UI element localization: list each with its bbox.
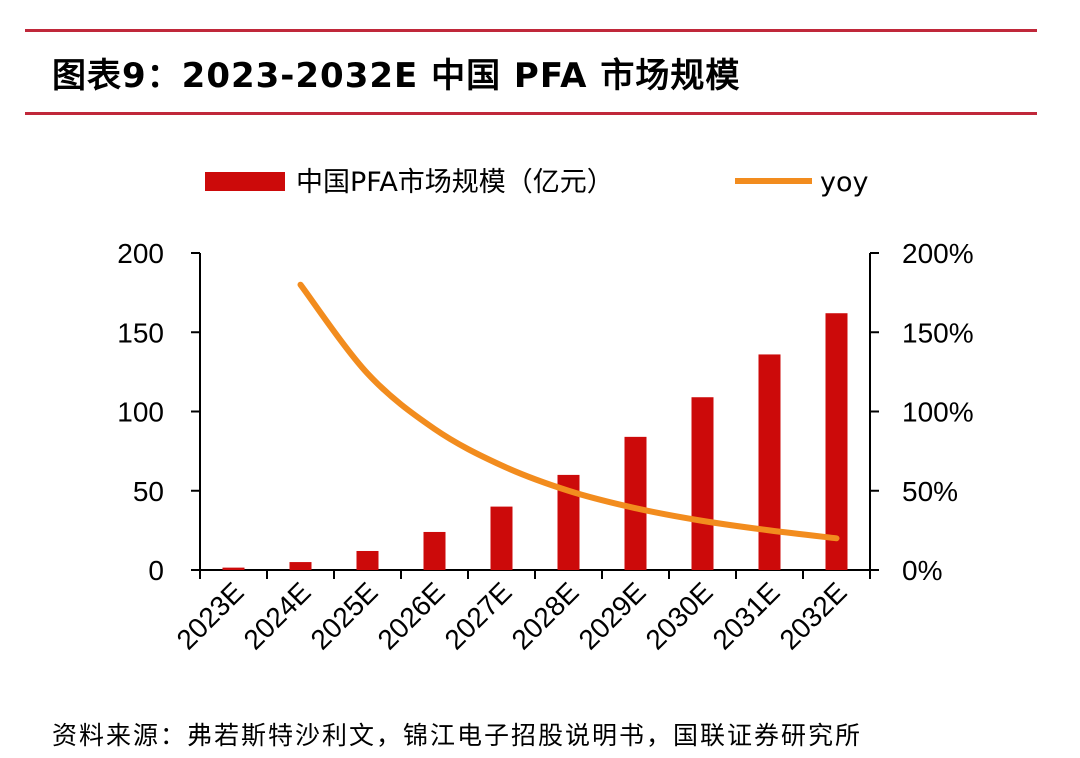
yoy-point [769,529,770,531]
bar [758,354,781,570]
bar [624,436,647,570]
bar [356,550,379,570]
legend-swatch-bar [205,172,285,191]
bar [825,313,848,570]
legend-label-bar: 中国PFA市场规模（亿元） [296,167,614,198]
bar [557,474,580,570]
x-tick-label: 2028E [506,576,585,655]
y-left-tick-label: 100 [117,397,164,428]
y-right-tick-label: 150% [902,317,974,348]
x-tick-label: 2032E [774,576,853,655]
x-axis-labels: 2023E2024E2025E2026E2027E2028E2029E2030E… [171,576,853,655]
title-rule [25,112,1037,115]
yoy-point [300,284,301,286]
y-right-tick-label: 0% [902,555,942,586]
yoy-line [297,281,840,542]
yoy-point [434,428,435,430]
y-left-tick-label: 0 [148,555,164,586]
y-right-tick-label: 200% [902,238,974,269]
yoy-point [635,507,636,509]
page-title: 图表9：2023-2032E 中国 PFA 市场规模 [52,56,741,96]
y-left-tick-label: 50 [133,476,164,507]
bar [490,506,513,570]
x-tick-label: 2029E [573,576,652,655]
bar [222,567,245,570]
x-tick-label: 2025E [305,576,384,655]
x-tick-label: 2026E [372,576,451,655]
legend-label-line: yoy [820,167,868,198]
yoy-point [836,537,837,539]
x-tick-label: 2027E [439,576,518,655]
legend: 中国PFA市场规模（亿元） yoy [205,167,868,198]
y-right-tick-label: 100% [902,397,974,428]
y-right-tick-label: 50% [902,476,958,507]
x-tick-label: 2031E [707,576,786,655]
yoy-point [367,372,368,374]
x-tick-label: 2030E [640,576,719,655]
yoy-point [501,464,502,466]
bar-series [222,313,848,570]
axes: 0 50 100 150 200 0% 50% 100% 150% 200% [117,238,973,586]
y-left-tick-label: 200 [117,238,164,269]
x-tick-label: 2023E [171,576,250,655]
top-rule [25,29,1037,32]
source-note: 资料来源：弗若斯特沙利文，锦江电子招股说明书，国联证券研究所 [52,721,863,750]
bar [289,562,312,570]
bar [691,397,714,570]
yoy-line-series [297,281,840,542]
yoy-point [702,520,703,522]
x-tick-label: 2024E [238,576,317,655]
y-left-tick-label: 150 [117,317,164,348]
bar [423,531,446,570]
yoy-point [568,490,569,492]
